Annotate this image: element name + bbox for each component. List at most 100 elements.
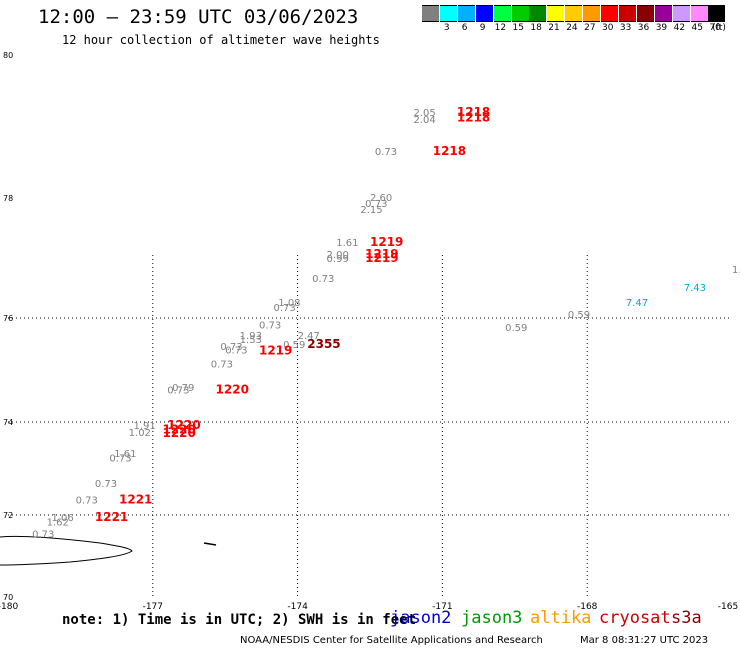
observation-swh: 0.73 [76,495,98,506]
legend-swatch [565,5,583,22]
legend-label: 70 [709,23,721,33]
observation-swh: 2.04 [413,115,435,126]
observation-swh: 0.73 [312,274,334,285]
observation-swh: 0.73 [375,147,397,158]
legend-swatch [493,5,511,22]
observation-swh: 1.91 [133,421,155,432]
legend-swatch [636,5,654,22]
legend-swatch [654,5,672,22]
legend-swatch [439,5,457,22]
legend-swatch [529,5,547,22]
observation-swh: 1.61 [114,449,136,460]
lon-tick-label: -171 [432,602,452,612]
observation-swh: 7.47 [626,298,648,309]
observation-time: 1220 [216,382,249,396]
footer-credit: NOAA/NESDIS Center for Satellite Applica… [240,635,543,646]
legend-label: 6 [461,23,468,33]
observation-time: 1219 [259,343,292,357]
observation-swh: 0.73 [365,199,387,210]
lon-tick-label: -177 [143,602,163,612]
lat-tick-label: 80 [3,51,13,60]
lon-tick-label: -174 [287,602,308,612]
observation-swh: 1.77 [732,265,740,276]
legend-unit: (ft) [712,23,726,33]
legend-label: 27 [584,23,596,33]
legend-label: 36 [637,23,650,33]
legend-label: 15 [512,23,524,33]
legend-swatch [547,5,565,22]
observation-swh: 0.79 [172,383,194,394]
legend-swatch [422,5,439,22]
legend-label: 33 [619,23,632,33]
observation-time: 1220 [167,418,200,432]
observation-swh: 0.59 [568,310,590,321]
legend-label: 39 [655,23,668,33]
observation-swh: 0.73 [273,303,295,314]
satellite-jason2: jason2 [390,608,452,628]
observation-swh: 0.73 [220,342,242,353]
legend-label: 30 [602,23,614,33]
observation-time: 1219 [365,247,398,261]
observation-swh: 2.00 [327,250,349,261]
observation-swh: 0.73 [167,385,189,396]
legend-label: 21 [548,23,560,33]
observation-time: 1220 [162,426,195,440]
observation-swh: 2.47 [298,331,320,342]
observation-swh: 1.08 [278,298,300,309]
legend-label: 12 [494,23,507,33]
observation-swh: 0.73 [109,454,131,465]
lon-tick-label: -165 [718,602,738,612]
observation-time: 1221 [119,492,152,506]
observation-time: 1218 [433,144,466,158]
lat-tick-label: 72 [3,511,13,520]
legend-swatch [672,5,690,22]
coastline-island [0,535,133,566]
lon-tick-label: -180 [0,602,18,612]
footer-timestamp: Mar 8 08:31:27 UTC 2023 [580,635,709,646]
observation-time: 1219 [370,235,403,249]
legend-label: 18 [530,23,542,33]
observation-swh: 0.73 [95,479,117,490]
observation-time: 1218 [457,105,490,119]
legend-swatch [708,5,726,22]
observation-swh: 1.53 [240,335,262,346]
observation-swh: 2.15 [360,205,382,216]
page-subtitle: 12 hour collection of altimeter wave hei… [62,33,380,47]
map-grid [8,255,732,597]
observation-time: 2355 [307,337,340,351]
legend-swatch [690,5,708,22]
legend-label: 45 [691,23,703,33]
observation-swh: 2.05 [413,108,435,119]
observation-swh: 1.06 [51,513,73,524]
observation-swh: 0.73 [225,345,247,356]
footnote: note: 1) Time is in UTC; 2) SWH is in fe… [62,612,417,628]
lat-tick-label: 74 [3,418,13,427]
page-title: 12:00 – 23:59 UTC 03/06/2023 [38,6,359,28]
legend-swatch [583,5,601,22]
observation-swh: 1.61 [336,238,358,249]
satellite-jason3: jason3 [461,608,523,628]
observation-swh: 0.59 [283,340,305,351]
observation-swh: 0.73 [32,530,54,541]
observation-time: 1221 [95,510,128,524]
observation-swh: 2.60 [370,193,392,204]
observation-swh: 1.62 [47,517,69,528]
observation-time: 1220 [162,423,195,437]
legend-swatch [618,5,636,22]
observation-swh: 0.73 [211,359,233,370]
legend-swatch [511,5,529,22]
observation-swh: 1.93 [240,331,262,342]
observation-swh: 0.73 [259,320,281,331]
legend-label: 42 [673,23,686,33]
legend-swatch [601,5,618,22]
observation-time: 1218 [457,110,490,124]
legend-label: 9 [479,23,486,33]
axis-ticks: 80 78 76 74 72 70-180 -177 -174 -171 -168 -165 [0,51,738,612]
coastline [0,535,217,566]
observation-swh: 0.99 [327,254,349,265]
observation-time: 1219 [365,251,398,265]
lat-tick-label: 76 [3,314,13,323]
lat-tick-label: 70 [3,593,13,602]
legend-label: 24 [566,23,578,33]
